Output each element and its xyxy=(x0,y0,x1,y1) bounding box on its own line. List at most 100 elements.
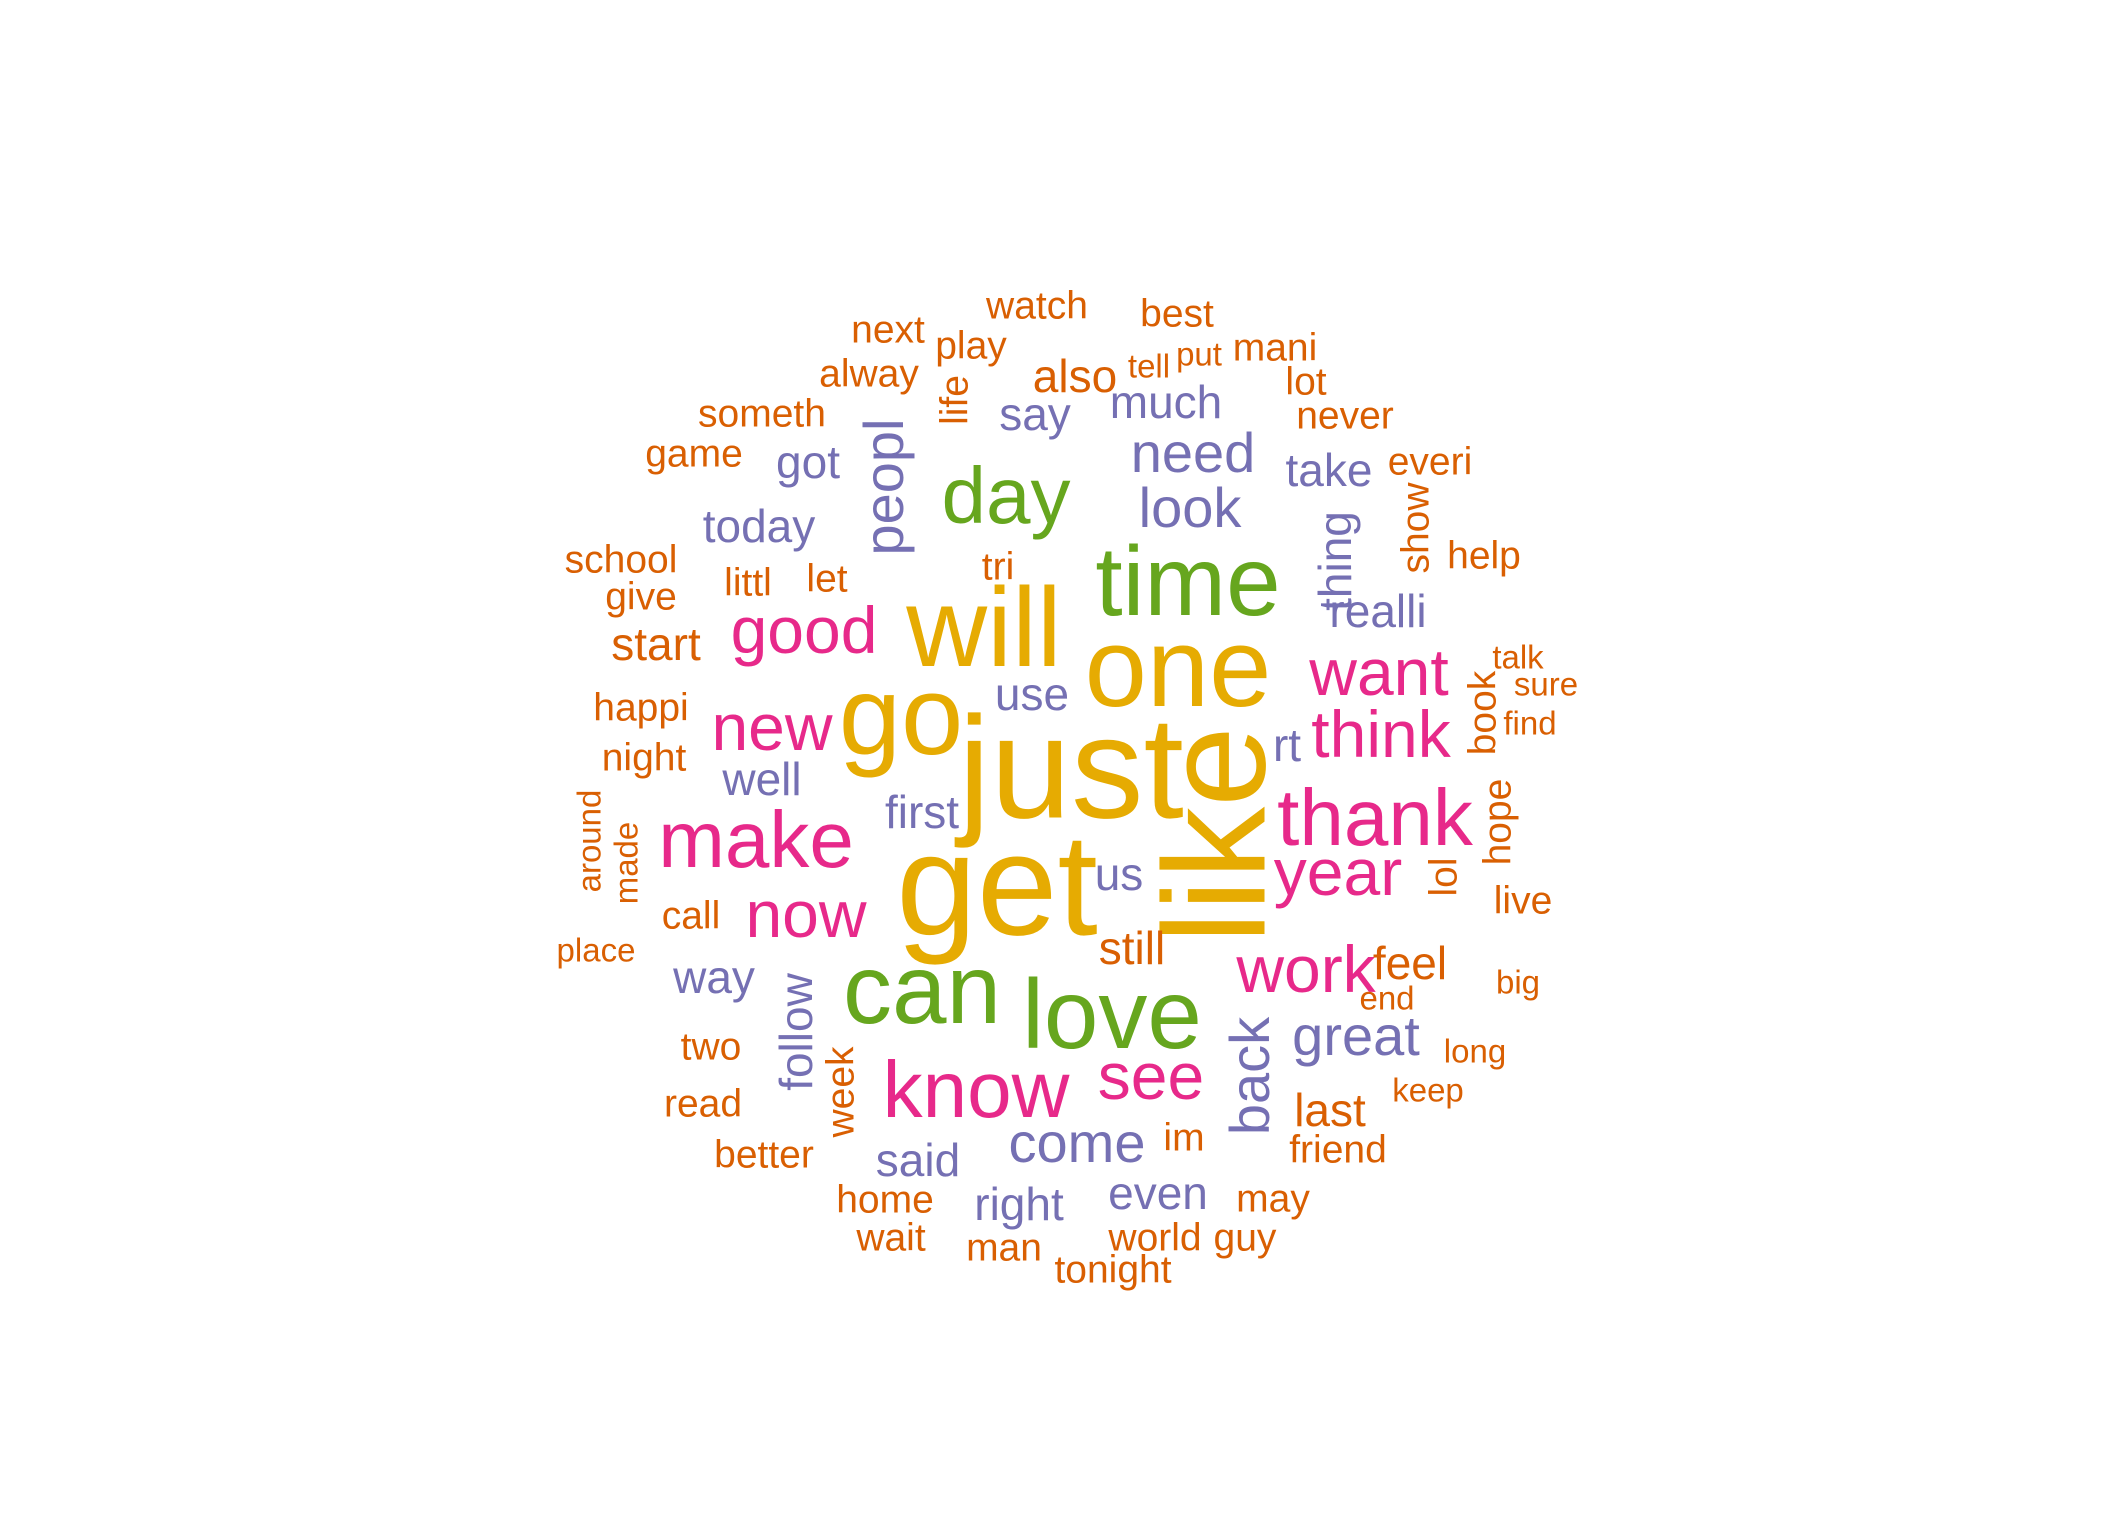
word: read xyxy=(663,1082,743,1126)
word: got xyxy=(776,436,840,488)
word: better xyxy=(714,1133,814,1177)
word: come xyxy=(1008,1111,1146,1174)
word: littl xyxy=(724,561,772,605)
word: see xyxy=(1097,1039,1205,1113)
word: like xyxy=(1133,726,1296,944)
word: life xyxy=(933,375,977,425)
word: say xyxy=(999,388,1071,440)
word: lol xyxy=(1422,857,1466,897)
word: play xyxy=(935,324,1007,368)
word: friend xyxy=(1289,1128,1387,1172)
word: way xyxy=(673,951,755,1003)
word: think xyxy=(1311,697,1451,771)
word: tri xyxy=(981,545,1015,589)
word: want xyxy=(1309,635,1449,709)
word: lot xyxy=(1285,360,1327,404)
word: big xyxy=(1495,963,1541,1001)
word: love xyxy=(1022,959,1202,1069)
word: watch xyxy=(986,284,1088,328)
word: long xyxy=(1443,1032,1507,1070)
word: rt xyxy=(1272,719,1302,771)
word: back xyxy=(1218,1016,1281,1136)
word: sure xyxy=(1513,665,1579,703)
word: can xyxy=(842,934,1002,1044)
word: next xyxy=(851,308,925,352)
word: find xyxy=(1503,704,1557,742)
word: first xyxy=(884,786,960,838)
word: need xyxy=(1130,421,1256,484)
word: great xyxy=(1292,1004,1420,1067)
word: may xyxy=(1236,1177,1310,1221)
word: time xyxy=(1095,526,1281,636)
word: world xyxy=(1108,1216,1202,1260)
word: let xyxy=(806,557,848,601)
word: give xyxy=(605,575,677,619)
word: today xyxy=(702,500,816,552)
word: talk xyxy=(1492,638,1544,676)
word: start xyxy=(611,618,701,670)
word: guy xyxy=(1213,1216,1277,1260)
word: im xyxy=(1163,1116,1205,1160)
word: know xyxy=(882,1045,1070,1134)
word: now xyxy=(745,877,867,951)
word: work xyxy=(1236,932,1376,1006)
word: much xyxy=(1109,376,1223,428)
word: two xyxy=(680,1025,742,1069)
word: man xyxy=(966,1226,1042,1270)
word: show xyxy=(1394,482,1438,574)
word: call xyxy=(661,894,721,938)
word: realli xyxy=(1329,585,1427,637)
word: home xyxy=(836,1178,934,1222)
word: will xyxy=(906,565,1062,690)
word: put xyxy=(1176,335,1222,373)
word: us xyxy=(1094,848,1144,900)
word: tonight xyxy=(1054,1248,1172,1292)
word: even xyxy=(1108,1167,1208,1219)
word: made xyxy=(607,821,645,905)
word: happi xyxy=(593,686,689,730)
word: feel xyxy=(1372,937,1448,989)
word: well xyxy=(722,753,802,805)
word: live xyxy=(1493,879,1553,923)
word: peopl xyxy=(852,418,915,556)
word: last xyxy=(1294,1084,1366,1136)
word: also xyxy=(1032,350,1118,402)
word: everi xyxy=(1387,440,1473,484)
word: use xyxy=(994,668,1070,720)
word: keep xyxy=(1392,1071,1464,1109)
word: hope xyxy=(1476,778,1520,866)
word: one xyxy=(1084,605,1272,730)
word: never xyxy=(1296,394,1394,438)
word: someth xyxy=(698,392,826,436)
word: year xyxy=(1273,835,1403,909)
word: game xyxy=(645,432,743,476)
word: go xyxy=(838,653,964,778)
word: look xyxy=(1138,476,1242,539)
word: wait xyxy=(856,1216,926,1260)
word: good xyxy=(730,593,878,667)
word: day xyxy=(941,451,1071,540)
word: follow xyxy=(770,973,822,1091)
word: night xyxy=(601,736,687,780)
word: best xyxy=(1140,292,1214,336)
word: take xyxy=(1285,444,1373,496)
word: week xyxy=(819,1046,863,1138)
word: book xyxy=(1461,670,1505,756)
word: thank xyxy=(1277,773,1473,862)
word: still xyxy=(1098,922,1166,974)
word: get xyxy=(896,803,1098,966)
word: said xyxy=(875,1134,961,1186)
word: help xyxy=(1447,534,1521,578)
word: alway xyxy=(819,352,919,396)
word: mani xyxy=(1232,326,1318,370)
word: tell xyxy=(1127,347,1171,385)
word: end xyxy=(1359,979,1415,1017)
word: place xyxy=(556,931,636,969)
word: new xyxy=(711,690,833,764)
word: make xyxy=(658,795,854,884)
word: just xyxy=(958,686,1184,849)
word: around xyxy=(570,789,608,893)
word: school xyxy=(564,538,678,582)
word: right xyxy=(974,1178,1064,1230)
